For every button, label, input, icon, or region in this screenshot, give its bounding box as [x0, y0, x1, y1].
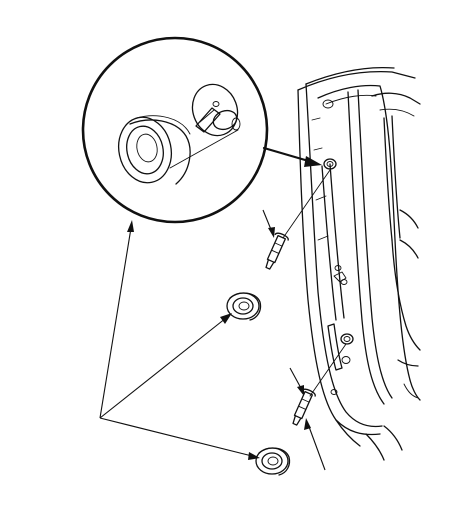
lower-clip-leader	[309, 343, 347, 397]
upper-clip-leader	[282, 169, 331, 239]
detail-circle	[81, 36, 269, 224]
lower-clip-pointer-top-head	[297, 385, 304, 396]
clip-detail	[191, 83, 241, 137]
lower-clip-pointer-bottom	[307, 423, 326, 471]
detail-arrow	[262, 146, 322, 167]
upper-clip	[265, 232, 289, 270]
door-panel	[297, 66, 421, 461]
grommet-detail	[118, 115, 191, 185]
callout-arrows	[99, 220, 260, 460]
grommet-lower	[255, 447, 291, 476]
grommet-middle	[226, 292, 262, 321]
upper-clip-pointer-head	[268, 227, 275, 238]
lower-clip-pointer-bottom-head	[304, 418, 311, 430]
lower-clip	[292, 388, 316, 426]
